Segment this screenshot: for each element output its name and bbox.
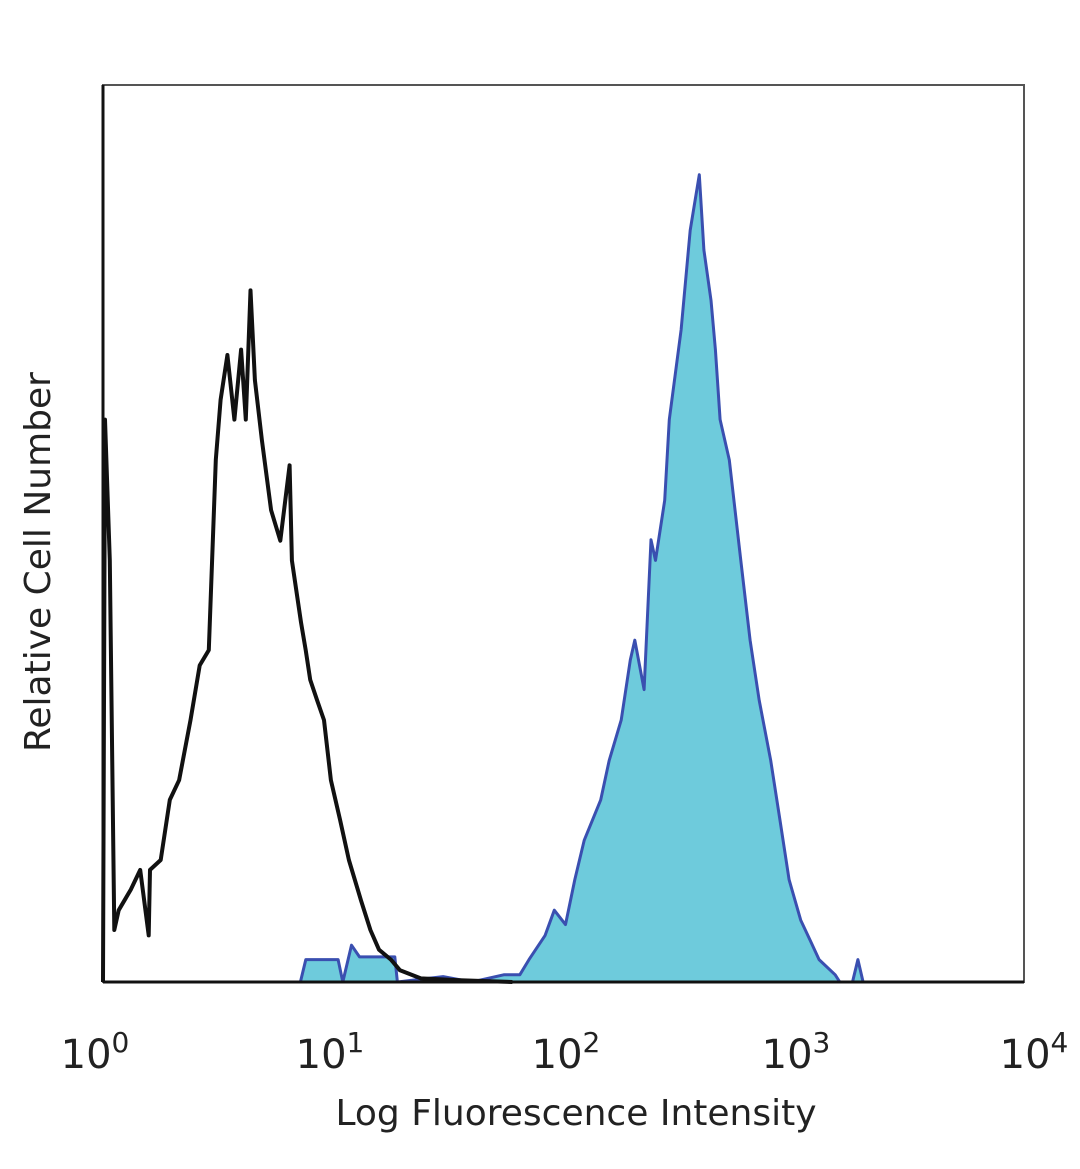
- x-tick-labels: 100 101 102 103 104: [61, 1026, 1069, 1078]
- x-tick-label: 103: [762, 1026, 831, 1078]
- plot-frame: [102, 84, 1025, 983]
- control-histogram-line: [101, 288, 513, 984]
- series-layer: [101, 173, 865, 984]
- x-tick-label: 100: [61, 1026, 130, 1078]
- x-axis-label: Log Fluorescence Intensity: [335, 1093, 816, 1134]
- stained-histogram-outline: [298, 173, 865, 984]
- x-tick-label: 102: [532, 1026, 601, 1078]
- x-tick-label: 101: [296, 1026, 365, 1078]
- x-tick-label: 104: [1000, 1026, 1069, 1078]
- stained-histogram-fill: [300, 174, 864, 982]
- y-axis-label: Relative Cell Number: [18, 372, 59, 752]
